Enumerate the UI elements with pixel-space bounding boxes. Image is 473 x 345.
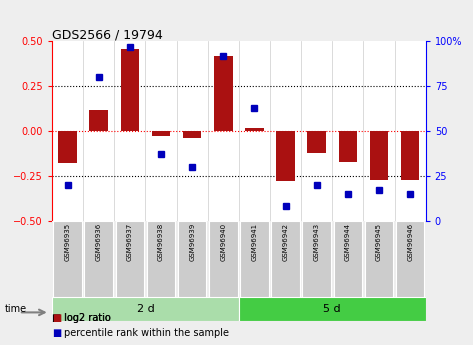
Bar	[152, 131, 170, 137]
Text: GSM96937: GSM96937	[127, 223, 133, 261]
Bar	[276, 131, 295, 181]
Bar	[339, 131, 357, 161]
Text: time: time	[5, 304, 27, 314]
Bar	[302, 221, 331, 297]
Bar	[178, 221, 207, 297]
Bar	[307, 131, 326, 152]
Bar	[147, 221, 175, 297]
Text: GSM96941: GSM96941	[252, 223, 257, 261]
Text: ■ log2 ratio: ■ log2 ratio	[52, 313, 111, 323]
Text: log2 ratio: log2 ratio	[64, 313, 111, 323]
Bar	[396, 221, 424, 297]
Text: GSM96940: GSM96940	[220, 223, 226, 261]
Bar	[401, 131, 420, 179]
Bar	[271, 221, 300, 297]
Bar	[52, 297, 239, 321]
Text: GSM96944: GSM96944	[345, 223, 351, 261]
Bar	[214, 56, 233, 131]
Text: percentile rank within the sample: percentile rank within the sample	[64, 328, 229, 338]
Text: GSM96946: GSM96946	[407, 223, 413, 261]
Bar	[369, 131, 388, 179]
Text: GSM96942: GSM96942	[282, 223, 289, 261]
Text: ■: ■	[52, 328, 61, 338]
Bar	[240, 221, 269, 297]
Text: GDS2566 / 19794: GDS2566 / 19794	[52, 28, 163, 41]
Bar	[115, 221, 144, 297]
Text: GSM96939: GSM96939	[189, 223, 195, 261]
Text: GSM96938: GSM96938	[158, 223, 164, 261]
Bar	[121, 49, 139, 131]
Bar	[245, 128, 264, 131]
Bar	[333, 221, 362, 297]
Bar	[239, 297, 426, 321]
Bar	[183, 131, 201, 138]
Bar	[84, 221, 113, 297]
Bar	[89, 110, 108, 131]
Text: GSM96936: GSM96936	[96, 223, 102, 261]
Bar	[365, 221, 394, 297]
Text: GSM96943: GSM96943	[314, 223, 320, 261]
Bar	[53, 221, 82, 297]
Text: ■: ■	[52, 313, 61, 323]
Text: 2 d: 2 d	[137, 304, 154, 314]
Text: 5 d: 5 d	[324, 304, 341, 314]
Text: GSM96935: GSM96935	[65, 223, 70, 261]
Bar	[58, 131, 77, 164]
Bar	[209, 221, 237, 297]
Text: GSM96945: GSM96945	[376, 223, 382, 261]
